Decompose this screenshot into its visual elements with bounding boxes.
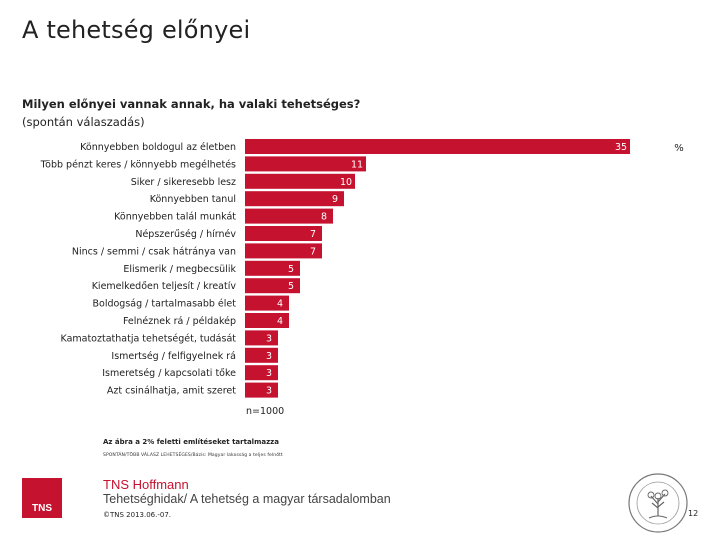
sample-size-label: n=1000 — [246, 406, 285, 417]
category-label: Könnyebben boldogul az életben — [80, 142, 236, 153]
value-label: 4 — [277, 316, 283, 327]
value-label: 5 — [288, 264, 294, 275]
category-label: Könnyebben tanul — [150, 194, 236, 205]
page-title: A tehetség előnyei — [22, 16, 251, 44]
survey-question-note: (spontán válaszadás) — [22, 115, 145, 129]
category-label: Azt csinálhatja, amit szeret — [107, 386, 236, 397]
category-label: Siker / sikeresebb lesz — [131, 177, 236, 188]
bar — [245, 226, 322, 241]
category-label: Több pénzt keres / könnyebb megélhetés — [40, 159, 236, 170]
bar — [245, 295, 289, 311]
value-label: 35 — [615, 142, 627, 153]
bar — [245, 173, 355, 189]
bar — [245, 313, 289, 328]
chart-note: Az ábra a 2% feletti említéseket tartalm… — [103, 438, 279, 446]
value-label: 9 — [332, 194, 338, 205]
source-note: SPONTÁN/TÖBB VÁLASZ LEHETSÉGES/Bázis: Ma… — [103, 453, 283, 458]
category-label: Nincs / semmi / csak hátránya van — [72, 246, 236, 257]
bar — [245, 139, 630, 154]
category-label: Elismerik / megbecsülik — [123, 264, 236, 275]
category-label: Kiemelkedően teljesít / kreatív — [92, 281, 237, 292]
value-label: 3 — [266, 386, 272, 397]
category-label: Népszerűség / hírnév — [135, 229, 236, 240]
value-label: 3 — [266, 368, 272, 379]
category-label: Boldogság / tartalmasabb élet — [92, 299, 236, 310]
bar — [245, 382, 278, 398]
value-label: 11 — [351, 159, 363, 170]
bar — [245, 347, 278, 363]
bar — [245, 243, 322, 259]
tns-logo: TNS — [22, 478, 62, 518]
bar — [245, 278, 300, 294]
bar — [245, 365, 278, 381]
category-label: Ismertség / felfigyelnek rá — [111, 351, 236, 362]
bar — [245, 191, 344, 207]
category-label: Kamatoztathatja tehetségét, tudását — [61, 333, 237, 344]
category-label: Könnyebben talál munkát — [114, 212, 236, 223]
tns-logo-text: TNS — [32, 503, 52, 514]
value-label: 10 — [340, 177, 352, 188]
bar — [245, 156, 366, 172]
company-name: TNS Hoffmann — [103, 477, 189, 492]
category-label: Ismeretség / kapcsolati tőke — [102, 368, 236, 379]
bar — [245, 330, 278, 346]
bar — [245, 260, 300, 276]
bar — [245, 208, 333, 224]
copyright: ©TNS 2013.06.-07. — [103, 511, 172, 519]
category-label: Felnéznek rá / példakép — [123, 316, 236, 327]
page-number: 12 — [688, 509, 699, 518]
survey-question: Milyen előnyei vannak annak, ha valaki t… — [22, 97, 361, 111]
organization-seal-icon — [628, 473, 688, 533]
value-label: 3 — [266, 351, 272, 362]
value-label: 7 — [310, 246, 316, 257]
value-label: 5 — [288, 281, 294, 292]
value-label: 3 — [266, 333, 272, 344]
value-label: 4 — [277, 299, 283, 310]
unit-label: % — [674, 143, 684, 154]
project-name: Tehetséghidak/ A tehetség a magyar társa… — [103, 492, 391, 506]
value-label: 8 — [321, 212, 327, 223]
value-label: 7 — [310, 229, 316, 240]
